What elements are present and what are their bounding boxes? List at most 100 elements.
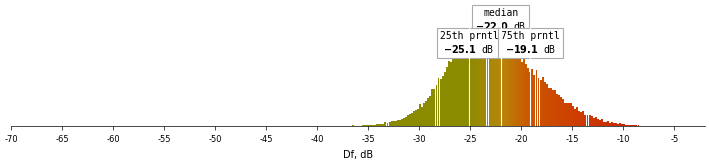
Bar xyxy=(597,119,598,126)
Bar xyxy=(454,57,456,126)
Bar xyxy=(542,77,544,126)
Bar xyxy=(364,125,366,126)
Bar xyxy=(613,123,615,126)
Bar xyxy=(633,125,635,126)
X-axis label: Df, dB: Df, dB xyxy=(343,150,373,160)
Bar xyxy=(572,106,574,126)
Bar xyxy=(489,34,491,126)
Bar xyxy=(374,125,376,126)
Bar xyxy=(425,101,428,126)
Bar xyxy=(391,122,393,126)
Bar xyxy=(382,124,384,126)
Bar xyxy=(507,44,509,126)
Bar xyxy=(376,124,379,126)
Bar xyxy=(497,34,498,126)
Bar xyxy=(519,59,521,126)
Bar xyxy=(593,118,595,126)
Bar xyxy=(372,125,374,126)
Bar xyxy=(462,38,464,126)
Bar xyxy=(398,120,401,126)
Bar xyxy=(466,36,468,126)
Bar xyxy=(548,88,549,126)
Bar xyxy=(501,36,503,126)
Bar xyxy=(407,115,409,126)
Bar xyxy=(637,125,640,126)
Bar xyxy=(532,69,533,126)
Bar xyxy=(423,103,425,126)
Bar xyxy=(588,115,591,126)
Bar xyxy=(582,111,584,126)
Bar xyxy=(540,80,542,126)
Bar xyxy=(405,117,407,126)
Bar xyxy=(591,116,593,126)
Bar xyxy=(505,47,507,126)
Bar xyxy=(440,79,442,126)
Bar xyxy=(546,84,547,126)
Bar xyxy=(511,51,513,126)
Bar xyxy=(389,123,391,126)
Bar xyxy=(599,120,601,126)
Bar xyxy=(515,55,517,126)
Bar xyxy=(474,35,476,126)
Bar xyxy=(415,110,417,126)
Text: median
$\mathbf{-22.0}$ dB: median $\mathbf{-22.0}$ dB xyxy=(475,8,526,32)
Bar xyxy=(437,78,440,126)
Bar xyxy=(352,125,354,126)
Bar xyxy=(535,70,537,126)
Bar xyxy=(442,76,444,126)
Bar xyxy=(433,89,435,126)
Bar xyxy=(544,82,546,126)
Bar xyxy=(627,125,630,126)
Bar xyxy=(523,59,525,126)
Bar xyxy=(552,90,554,126)
Bar xyxy=(625,125,627,126)
Bar xyxy=(498,39,501,126)
Bar xyxy=(595,117,596,126)
Bar xyxy=(446,67,447,126)
Bar xyxy=(632,125,633,126)
Text: 75th prntl
$\mathbf{-19.1}$ dB: 75th prntl $\mathbf{-19.1}$ dB xyxy=(501,31,559,55)
Bar xyxy=(566,103,568,126)
Bar xyxy=(603,122,605,126)
Bar xyxy=(458,47,460,126)
Bar xyxy=(413,111,415,126)
Bar xyxy=(370,125,372,126)
Bar xyxy=(384,122,386,126)
Bar xyxy=(479,31,480,126)
Bar xyxy=(537,78,540,126)
Bar xyxy=(428,98,429,126)
Bar xyxy=(617,124,619,126)
Bar xyxy=(570,103,572,126)
Bar xyxy=(397,120,398,126)
Bar xyxy=(601,119,603,126)
Bar xyxy=(411,113,413,126)
Bar xyxy=(417,109,419,126)
Bar xyxy=(549,88,552,126)
Bar xyxy=(495,36,496,126)
Bar xyxy=(623,124,625,126)
Bar xyxy=(430,96,431,126)
Bar xyxy=(486,32,489,126)
Bar xyxy=(607,122,609,126)
Bar xyxy=(576,107,579,126)
Bar xyxy=(409,114,411,126)
Bar xyxy=(564,103,566,126)
Bar xyxy=(609,123,611,126)
Bar xyxy=(513,54,515,126)
Bar xyxy=(503,42,505,126)
Bar xyxy=(621,124,623,126)
Text: 25th prntl
$\mathbf{-25.1}$ dB: 25th prntl $\mathbf{-25.1}$ dB xyxy=(440,31,498,55)
Bar xyxy=(444,72,446,126)
Bar xyxy=(530,72,531,126)
Bar xyxy=(421,107,423,126)
Bar xyxy=(574,109,576,126)
Bar xyxy=(419,104,421,126)
Bar xyxy=(464,43,466,126)
Bar xyxy=(509,46,511,126)
Bar xyxy=(556,94,558,126)
Bar xyxy=(491,33,493,126)
Bar xyxy=(450,62,452,126)
Bar xyxy=(431,89,433,126)
Bar xyxy=(630,125,631,126)
Bar xyxy=(558,95,560,126)
